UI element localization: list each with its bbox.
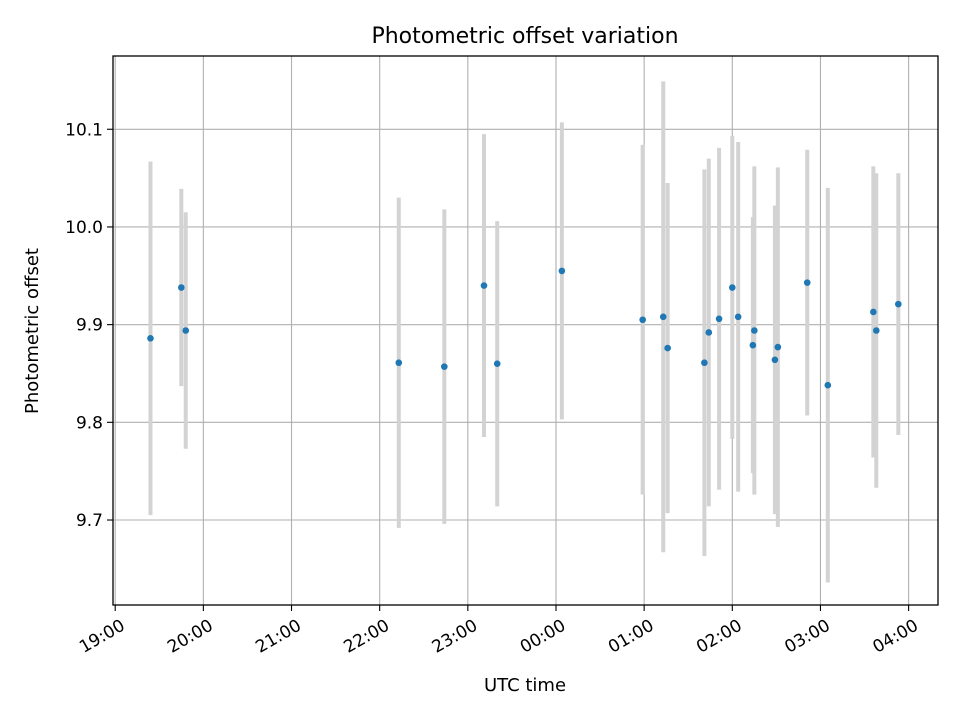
y-tick-label: 9.7 bbox=[76, 511, 103, 531]
y-tick-label: 10.1 bbox=[65, 120, 103, 140]
data-point bbox=[493, 360, 501, 368]
data-point bbox=[895, 300, 902, 308]
data-point bbox=[664, 344, 671, 352]
data-point bbox=[480, 282, 488, 289]
plot-frame bbox=[112, 55, 939, 606]
data-point bbox=[870, 308, 877, 316]
x-axis-label: UTC time bbox=[484, 675, 566, 696]
y-tick-label: 9.8 bbox=[76, 413, 103, 433]
x-tick-label: 03:00 bbox=[781, 616, 833, 658]
x-tick-label: 20:00 bbox=[164, 616, 216, 658]
data-point bbox=[558, 267, 566, 275]
y-axis-ticks: 9.7 9.8 9.9 10.0 10.1 bbox=[65, 120, 113, 531]
x-axis-ticks: 19:00 20:00 21:00 22:00 23:00 00:00 01:00 02:00… bbox=[76, 605, 922, 658]
x-tick-label: 01:00 bbox=[605, 616, 657, 658]
data-point bbox=[824, 381, 832, 389]
data-point bbox=[872, 327, 880, 334]
data-point bbox=[178, 284, 185, 291]
data-point bbox=[749, 341, 757, 349]
data-point bbox=[715, 315, 723, 323]
data-point bbox=[729, 284, 736, 291]
chart-title: Photometric offset variation bbox=[371, 24, 678, 49]
data-point bbox=[734, 313, 742, 321]
data-point bbox=[182, 327, 190, 334]
data-point bbox=[803, 279, 811, 286]
x-tick-label: 21:00 bbox=[252, 616, 304, 658]
data-point bbox=[701, 359, 708, 367]
x-tick-label: 02:00 bbox=[693, 616, 745, 658]
data-point bbox=[395, 359, 403, 367]
x-tick-label: 23:00 bbox=[429, 616, 481, 658]
x-tick-label: 04:00 bbox=[869, 616, 921, 658]
data-point bbox=[774, 343, 782, 351]
grid-lines bbox=[113, 56, 938, 605]
data-point bbox=[771, 356, 779, 364]
data-points bbox=[147, 267, 902, 389]
y-tick-label: 9.9 bbox=[76, 316, 103, 336]
x-tick-label: 19:00 bbox=[76, 616, 128, 658]
x-tick-label: 00:00 bbox=[517, 616, 569, 658]
y-tick-label: 10.0 bbox=[65, 218, 103, 238]
data-point bbox=[441, 363, 448, 370]
data-point bbox=[147, 335, 154, 342]
x-tick-label: 22:00 bbox=[341, 616, 393, 658]
error-bars bbox=[148, 81, 901, 583]
data-point bbox=[751, 327, 758, 334]
y-axis-label: Photometric offset bbox=[22, 248, 43, 414]
data-point bbox=[659, 313, 667, 321]
data-point bbox=[705, 329, 713, 336]
data-point bbox=[639, 316, 646, 324]
